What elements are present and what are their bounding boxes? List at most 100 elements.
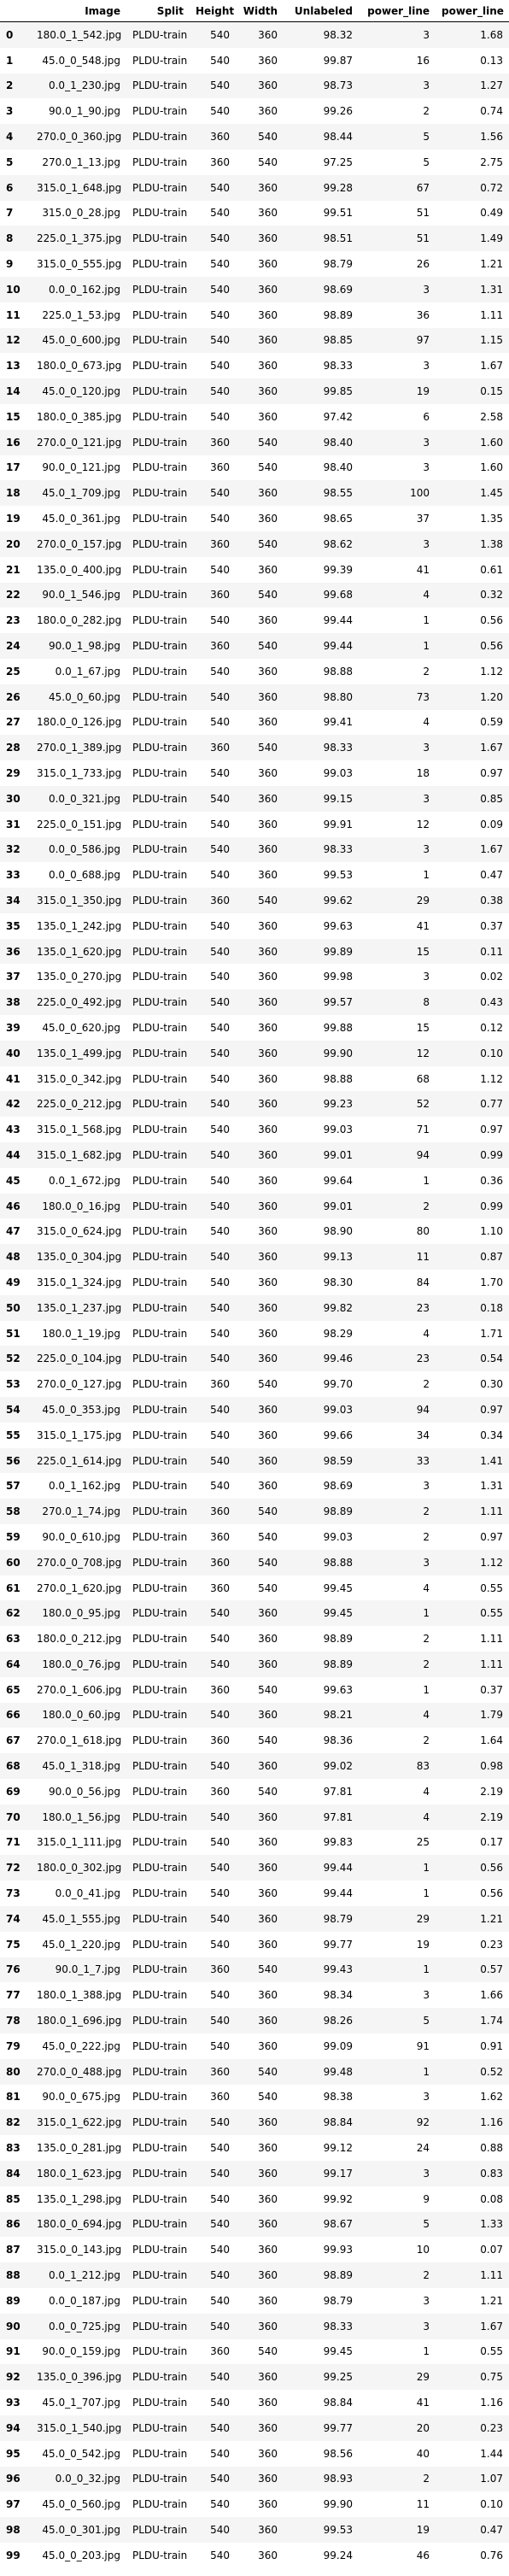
split-cell: PLDU-train	[126, 2058, 190, 2085]
width-cell: 360	[236, 1397, 284, 1423]
power-line-percent-cell: 1.41	[436, 1447, 509, 1474]
power-line-percent-cell: 0.13	[480, 54, 503, 67]
split-cell: PLDU-train	[132, 1530, 188, 1543]
image-cell: 90.0_1_90.jpg	[48, 105, 120, 118]
table-row: 97 45.0_0_560.jpg PLDU-train 540 360 99.90 11 0…	[0, 2491, 509, 2517]
width-cell: 540	[258, 155, 278, 168]
power-line-count-cell: 3	[423, 971, 430, 983]
height-cell: 360	[210, 1378, 230, 1391]
row-index: 52	[0, 1346, 31, 1372]
table-row: 20 270.0_0_157.jpg PLDU-train 360 540 98.62 3 1…	[0, 531, 509, 557]
height-cell: 540	[190, 1652, 236, 1677]
height-cell: 360	[190, 1549, 236, 1576]
table-row: 53 270.0_0_127.jpg PLDU-train 360 540 99.70 2 0…	[0, 1371, 509, 1397]
power-line-percent-cell: 0.55	[480, 2345, 503, 2358]
power-line-count-cell: 5	[359, 124, 436, 150]
power-line-percent-cell: 0.76	[480, 2549, 503, 2561]
image-cell: 0.0_1_162.jpg	[48, 1480, 120, 1493]
unlabeled-cell: 99.28	[284, 174, 359, 201]
height-cell: 360	[190, 124, 236, 150]
unlabeled-cell: 98.88	[284, 1549, 359, 1576]
power-line-percent-cell: 0.77	[436, 1091, 509, 1118]
unlabeled-cell: 99.03	[284, 1397, 359, 1423]
unlabeled-cell: 98.51	[284, 226, 359, 252]
height-cell: 540	[190, 1397, 236, 1423]
width-cell: 540	[236, 582, 284, 608]
height-cell: 540	[210, 2244, 230, 2256]
table-row: 11 225.0_1_53.jpg PLDU-train 540 360 98.89 36 1…	[0, 302, 509, 328]
split-cell: PLDU-train	[126, 2160, 190, 2186]
width-cell: 540	[258, 2091, 278, 2104]
row-index: 43	[6, 1124, 20, 1136]
split-cell: PLDU-train	[132, 410, 188, 423]
row-index: 70	[0, 1804, 31, 1830]
image-cell: 135.0_1_242.jpg	[37, 919, 122, 932]
height-cell: 540	[190, 938, 236, 965]
width-cell: 540	[236, 2058, 284, 2085]
table-row: 31 225.0_0_151.jpg PLDU-train 540 360 99.91 12…	[0, 812, 509, 837]
power-line-count-cell: 3	[359, 1549, 436, 1576]
row-index: 49	[6, 1276, 20, 1288]
row-index: 81	[6, 2091, 20, 2104]
height-cell: 360	[190, 2058, 236, 2085]
row-index: 62	[0, 1600, 31, 1627]
unlabeled-cell: 99.13	[284, 1244, 359, 1270]
table-row: 25 0.0_1_67.jpg PLDU-train 540 360 98.88 2 1.12	[0, 659, 509, 684]
height-cell: 360	[190, 531, 236, 557]
power-line-count-cell: 97	[359, 327, 436, 354]
split-cell: PLDU-train	[126, 2517, 190, 2543]
table-row: 93 45.0_1_707.jpg PLDU-train 540 360 98.84 41 1…	[0, 2390, 509, 2415]
power-line-percent-cell: 0.99	[436, 1142, 509, 1168]
split-cell: PLDU-train	[126, 73, 190, 99]
unlabeled-cell: 98.44	[284, 124, 359, 150]
column-header-split: Split	[126, 0, 190, 22]
image-cell: 45.0_0_548.jpg	[42, 54, 120, 67]
split-cell: PLDU-train	[126, 124, 190, 150]
split-cell: PLDU-train	[132, 2039, 188, 2052]
power-line-count-cell: 29	[359, 888, 436, 913]
unlabeled-cell: 99.15	[284, 785, 359, 812]
unlabeled-cell: 99.51	[323, 207, 353, 220]
power-line-count-cell: 6	[423, 410, 430, 423]
split-cell: PLDU-train	[132, 1021, 188, 1034]
height-cell: 540	[210, 54, 230, 67]
image-cell: 90.0_1_7.jpg	[31, 1957, 126, 1983]
table-row: 86 180.0_0_694.jpg PLDU-train 540 360 98.67 5 1…	[0, 2211, 509, 2238]
height-cell: 540	[190, 327, 236, 354]
power-line-count-cell: 2	[423, 1734, 430, 1747]
split-cell: PLDU-train	[132, 2244, 188, 2256]
table-row: 84 180.0_1_623.jpg PLDU-train 540 360 99.17 3 0…	[0, 2160, 509, 2186]
row-index: 13	[6, 360, 20, 373]
power-line-count-cell: 36	[416, 308, 430, 321]
power-line-percent-cell: 1.11	[436, 2262, 509, 2288]
power-line-count-cell: 34	[416, 1429, 430, 1441]
table-row: 39 45.0_0_620.jpg PLDU-train 540 360 99.88 15 0…	[0, 1015, 509, 1041]
power-line-percent-cell: 0.74	[480, 105, 503, 118]
image-cell: 90.0_0_159.jpg	[42, 2345, 120, 2358]
power-line-percent-cell: 0.36	[480, 1174, 503, 1187]
height-cell: 540	[190, 1600, 236, 1627]
image-cell: 45.0_1_555.jpg	[31, 1905, 126, 1932]
row-index: 3	[6, 105, 14, 118]
image-cell: 45.0_0_361.jpg	[42, 513, 120, 525]
image-cell: 315.0_1_568.jpg	[37, 1124, 122, 1136]
power-line-percent-cell: 1.67	[436, 2313, 509, 2339]
power-line-count-cell: 46	[416, 2549, 430, 2561]
unlabeled-cell: 98.89	[284, 1652, 359, 1677]
split-cell: PLDU-train	[126, 1193, 190, 1219]
height-cell: 360	[210, 1734, 230, 1747]
row-index: 60	[0, 1549, 31, 1576]
power-line-count-cell: 2	[423, 105, 430, 118]
split-cell: PLDU-train	[126, 531, 190, 557]
power-line-count-cell: 3	[359, 836, 436, 863]
width-cell: 360	[258, 665, 278, 678]
column-header-unlabeled: Unlabeled	[284, 0, 359, 22]
table-row: 37 135.0_0_270.jpg PLDU-train 540 360 99.98 3 0…	[0, 964, 509, 989]
row-index: 89	[6, 2294, 20, 2307]
power-line-count-cell: 3	[423, 2294, 430, 2307]
split-cell: PLDU-train	[132, 665, 188, 678]
unlabeled-cell: 99.57	[284, 989, 359, 1016]
split-cell: PLDU-train	[132, 1887, 188, 1900]
table-row: 58 270.0_1_74.jpg PLDU-train 360 540 98.89 2 1.…	[0, 1499, 509, 1525]
image-cell: 315.0_1_622.jpg	[31, 2110, 126, 2136]
